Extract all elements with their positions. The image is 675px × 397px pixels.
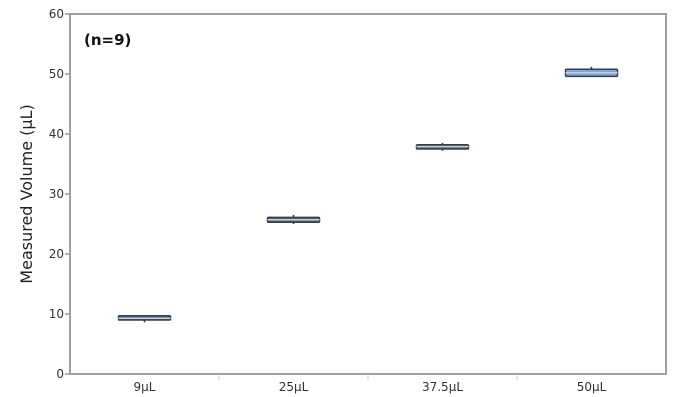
x-tick-label: 25μL [279,380,309,394]
box-9μL [117,315,172,323]
y-tick-label: 10 [49,307,64,321]
y-tick-label: 50 [49,67,64,81]
sample-size-annotation: (n=9) [84,31,131,49]
box-50μL [564,66,619,78]
x-tick-label: 9μL [134,380,156,394]
y-tick-label: 20 [49,247,64,261]
y-tick-label: 60 [49,7,64,21]
x-tick-label: 37.5μL [422,380,463,394]
y-tick-label: 0 [56,367,64,381]
box-25μL [266,215,321,224]
y-tick-label: 40 [49,127,64,141]
y-tick-label: 30 [49,187,64,201]
y-axis: 0 10 20 30 40 50 60 [49,7,70,381]
y-axis-label: Measured Volume (μL) [17,104,36,283]
x-axis: 9μL 25μL 37.5μL 50μL [134,374,607,394]
box-37.5μL [415,143,470,151]
x-tick-label: 50μL [577,380,607,394]
box-series [117,66,619,323]
